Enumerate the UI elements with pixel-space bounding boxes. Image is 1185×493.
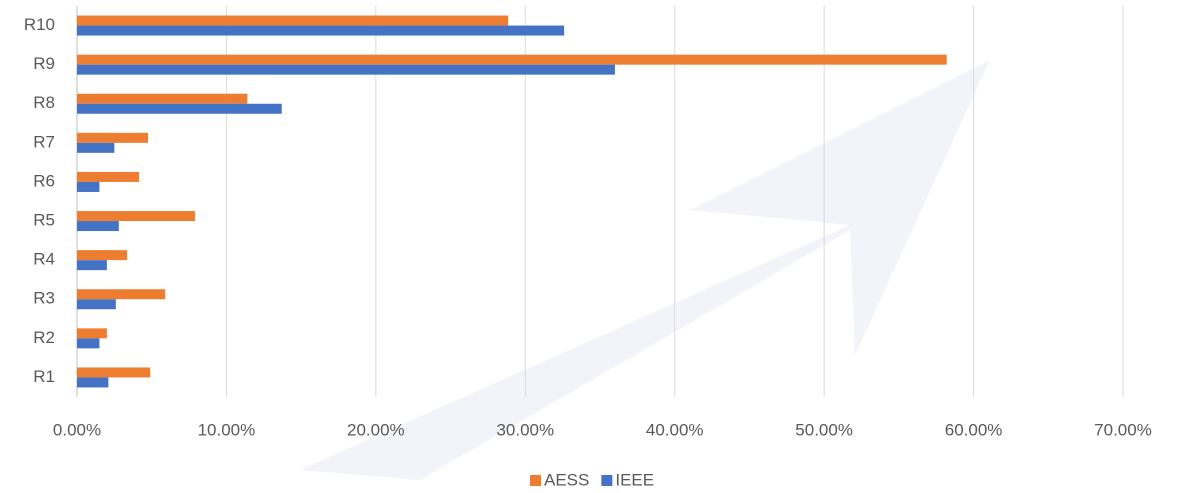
y-tick-label: R3 [33,289,55,308]
y-tick-label: R1 [33,367,55,386]
y-tick-label: R4 [33,250,55,269]
bar [77,181,100,192]
y-tick-label: R8 [33,93,55,112]
bar [77,260,107,271]
bar [77,250,128,261]
bar [77,142,115,153]
bar [77,103,282,114]
legend-swatch [601,475,613,486]
x-tick-label: 30.00% [496,420,554,439]
bar [77,367,151,378]
x-tick-label: 0.00% [53,420,101,439]
x-tick-label: 40.00% [646,420,704,439]
bar [77,25,565,36]
y-tick-label: R10 [24,15,55,34]
bar [77,64,615,75]
x-tick-label: 10.00% [198,420,256,439]
x-tick-label: 70.00% [1094,420,1152,439]
legend-label: IEEE [615,470,654,489]
bar [77,289,166,300]
x-tick-label: 50.00% [795,420,853,439]
bar [77,15,509,26]
bar [77,377,109,388]
bar [77,132,148,143]
bar [77,171,140,182]
y-tick-label: R2 [33,328,55,347]
bar [77,221,119,232]
y-tick-label: R9 [33,54,55,73]
x-tick-label: 20.00% [347,420,405,439]
bar [77,54,947,65]
bar [77,93,248,104]
y-tick-label: R5 [33,211,55,230]
y-tick-label: R6 [33,171,55,190]
x-tick-label: 60.00% [945,420,1003,439]
bar [77,338,100,349]
watermark [300,60,990,480]
y-tick-label: R7 [33,132,55,151]
legend-swatch [530,475,541,486]
bar [77,328,107,339]
bar [77,211,196,222]
bar [77,299,116,310]
legend-label: AESS [544,470,589,489]
